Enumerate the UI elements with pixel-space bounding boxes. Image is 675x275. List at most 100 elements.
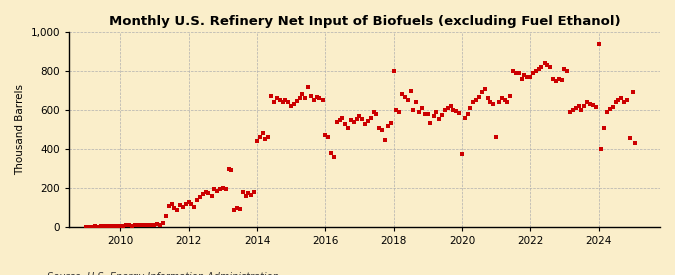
Point xyxy=(252,139,263,144)
Point xyxy=(576,108,587,112)
Point xyxy=(166,202,177,206)
Point xyxy=(360,122,371,126)
Point xyxy=(578,104,589,108)
Point xyxy=(471,98,482,103)
Point xyxy=(101,224,111,229)
Point xyxy=(84,224,95,229)
Point xyxy=(163,204,174,208)
Point xyxy=(462,112,473,116)
Point xyxy=(183,200,194,204)
Point xyxy=(510,71,521,75)
Point xyxy=(627,90,638,95)
Point xyxy=(198,192,209,196)
Point xyxy=(155,222,165,227)
Point xyxy=(126,224,137,228)
Point xyxy=(132,223,143,227)
Point xyxy=(138,223,148,227)
Point xyxy=(451,109,462,113)
Point xyxy=(585,102,595,106)
Point xyxy=(149,223,160,227)
Point xyxy=(286,104,296,108)
Point xyxy=(414,110,425,114)
Point xyxy=(121,223,132,228)
Point xyxy=(622,98,632,103)
Point xyxy=(604,107,615,111)
Point xyxy=(98,224,109,229)
Point xyxy=(346,118,356,122)
Point xyxy=(217,186,228,190)
Point xyxy=(200,190,211,194)
Point xyxy=(608,105,618,109)
Point xyxy=(229,207,240,212)
Point xyxy=(180,202,191,206)
Point xyxy=(405,88,416,93)
Point xyxy=(437,113,448,117)
Point xyxy=(630,141,641,145)
Point xyxy=(516,77,527,81)
Point xyxy=(337,116,348,120)
Point xyxy=(266,94,277,98)
Point xyxy=(459,116,470,120)
Point xyxy=(446,104,456,108)
Point xyxy=(275,98,286,103)
Point xyxy=(522,75,533,79)
Point xyxy=(189,205,200,209)
Point xyxy=(92,224,103,229)
Point xyxy=(599,125,610,130)
Point xyxy=(545,65,556,69)
Point xyxy=(294,96,305,101)
Point xyxy=(377,127,387,132)
Point xyxy=(95,224,106,229)
Point xyxy=(500,98,510,103)
Point xyxy=(232,205,242,210)
Point xyxy=(277,100,288,104)
Point xyxy=(420,112,431,116)
Point xyxy=(260,137,271,142)
Point xyxy=(186,202,197,206)
Point xyxy=(161,214,171,219)
Point xyxy=(348,120,359,124)
Point xyxy=(203,191,214,195)
Point xyxy=(354,114,364,118)
Point xyxy=(369,110,379,114)
Point xyxy=(152,222,163,227)
Point xyxy=(269,100,279,104)
Point xyxy=(454,111,464,115)
Point xyxy=(300,96,311,101)
Point xyxy=(288,102,299,106)
Point xyxy=(385,120,396,125)
Point xyxy=(485,100,495,104)
Point xyxy=(610,100,621,104)
Point xyxy=(124,223,134,227)
Point xyxy=(514,71,524,75)
Title: Monthly U.S. Refinery Net Input of Biofuels (excluding Fuel Ethanol): Monthly U.S. Refinery Net Input of Biofu… xyxy=(109,15,620,28)
Point xyxy=(325,151,336,155)
Point xyxy=(223,166,234,171)
Point xyxy=(226,167,237,172)
Point xyxy=(559,67,570,71)
Point xyxy=(448,108,459,112)
Point xyxy=(331,120,342,124)
Point xyxy=(474,95,485,100)
Point xyxy=(314,96,325,101)
Point xyxy=(416,106,427,110)
Point xyxy=(601,110,612,114)
Point xyxy=(211,189,222,193)
Point xyxy=(263,135,273,140)
Point xyxy=(493,100,504,104)
Point xyxy=(169,205,180,210)
Point xyxy=(362,119,373,123)
Point xyxy=(624,136,635,141)
Point xyxy=(433,117,444,121)
Point xyxy=(591,105,601,109)
Point xyxy=(570,106,581,110)
Point xyxy=(237,190,248,194)
Point xyxy=(425,120,436,125)
Point xyxy=(374,125,385,130)
Point xyxy=(340,122,350,126)
Point xyxy=(550,79,561,83)
Point xyxy=(593,42,604,46)
Point xyxy=(379,138,390,142)
Point xyxy=(587,103,598,107)
Point xyxy=(565,110,576,114)
